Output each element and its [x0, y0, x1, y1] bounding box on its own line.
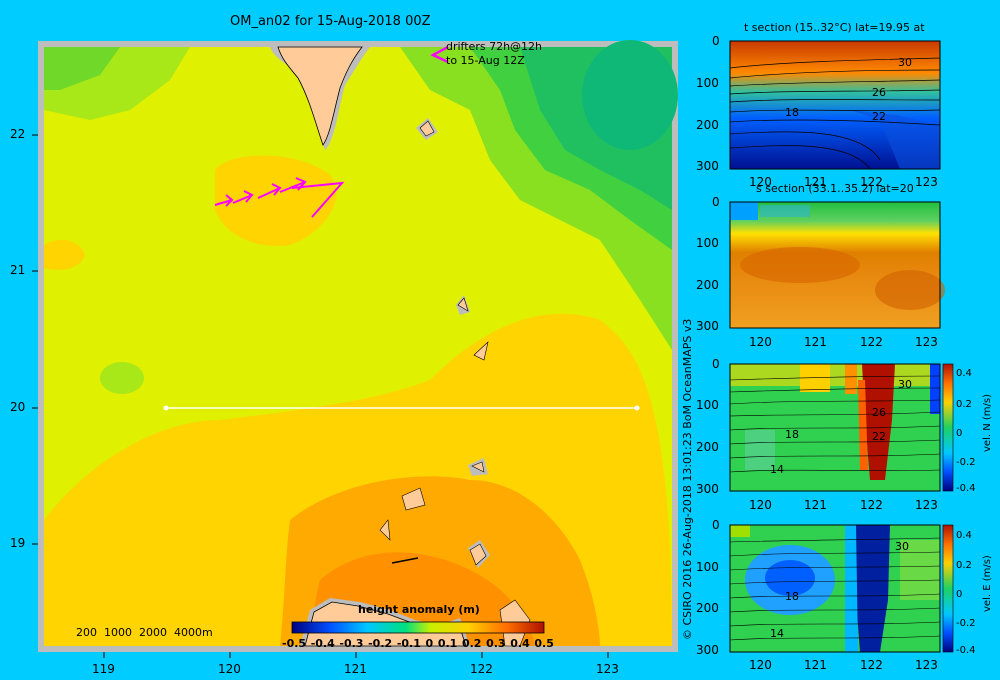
- contour-label: 22: [872, 110, 886, 123]
- cbar-tick: -0.1: [396, 637, 421, 650]
- contour-label: 30: [895, 540, 909, 553]
- ve-tick: 0.2: [956, 560, 972, 571]
- ve-tick: 0: [956, 589, 963, 600]
- p1-x: 123: [915, 175, 938, 189]
- drifters-label-1: drifters 72h@12h: [446, 40, 543, 53]
- p4-y300: 300: [696, 643, 719, 657]
- p2-y300: 300: [696, 319, 719, 333]
- p2-y200: 200: [696, 278, 719, 292]
- p3-y200: 200: [696, 440, 719, 454]
- contour-label: 22: [872, 430, 886, 443]
- colorbar-ticks: -0.5 -0.4 -0.3 -0.2 -0.1 0 0.1 0.2 0.3 0…: [282, 637, 554, 650]
- y-tick-label: 21: [10, 263, 26, 277]
- vn-tick: 0: [956, 428, 963, 439]
- cbar-tick: 0.4: [510, 637, 530, 650]
- panel-velocity-east: [729, 524, 954, 653]
- cbar-tick: 0: [425, 637, 434, 650]
- colorbar-vel-e: [942, 524, 954, 653]
- p1-x: 120: [749, 175, 772, 189]
- contour-label: 18: [785, 590, 799, 603]
- vn-tick: 0.2: [956, 399, 972, 410]
- cbar-tick: 0.1: [437, 637, 458, 650]
- panel-velocity-north: [729, 363, 954, 492]
- p3-x: 123: [915, 498, 938, 512]
- ve-tick: -0.2: [956, 618, 976, 629]
- contour-label: 14: [770, 627, 784, 640]
- p3-x: 122: [860, 498, 883, 512]
- panel-2-title: s section (33.1..35.2) lat=20: [756, 182, 914, 195]
- island-batanes: [401, 487, 426, 511]
- p4-y200: 200: [696, 601, 719, 615]
- contour-label: 18: [785, 428, 799, 441]
- drifters-label-2: to 15-Aug 12Z: [446, 54, 525, 67]
- x-tick-label: 122: [470, 662, 493, 676]
- p2-x: 122: [860, 335, 883, 349]
- p3-x: 120: [749, 498, 772, 512]
- p3-y0: 0: [712, 357, 720, 371]
- contour-label: 26: [872, 406, 886, 419]
- p2-x: 120: [749, 335, 772, 349]
- x-tick-label: 120: [218, 662, 241, 676]
- ve-label: vel. E (m/s): [982, 555, 993, 612]
- p1-y200: 200: [696, 118, 719, 132]
- colorbar-vel-n: [942, 363, 954, 492]
- ve-tick: -0.4: [956, 645, 976, 656]
- colorbar-title: height anomaly (m): [358, 603, 480, 616]
- drifter-tracks: [214, 177, 345, 218]
- y-tick-label: 19: [10, 536, 26, 550]
- depth-legend: 200 1000 2000 4000m: [76, 626, 213, 639]
- p1-y300: 300: [696, 159, 719, 173]
- p4-x: 120: [749, 658, 772, 672]
- contour-label: 30: [898, 378, 912, 391]
- x-tick-label: 121: [344, 662, 367, 676]
- panel-temperature: [729, 40, 941, 170]
- cbar-tick: 0.3: [486, 637, 506, 650]
- contour-label: 30: [898, 56, 912, 69]
- drifter-legend-icon: [430, 45, 449, 64]
- cbar-tick: -0.4: [310, 637, 335, 650]
- contour-label: 18: [785, 106, 799, 119]
- cbar-tick: -0.2: [368, 637, 393, 650]
- map-title: OM_an02 for 15-Aug-2018 00Z: [230, 14, 431, 29]
- p1-x: 122: [860, 175, 883, 189]
- panel-salinity: [729, 201, 945, 329]
- p4-x: 123: [915, 658, 938, 672]
- contour-label: 26: [872, 86, 886, 99]
- cbar-tick: -0.5: [282, 637, 307, 650]
- x-tick-label: 123: [596, 662, 619, 676]
- land-taiwan: [277, 46, 363, 146]
- vn-tick: -0.4: [956, 483, 976, 494]
- p3-y300: 300: [696, 482, 719, 496]
- p1-y0: 0: [712, 34, 720, 48]
- cbar-tick: 0.2: [461, 637, 482, 650]
- vn-label: vel. N (m/s): [982, 394, 993, 452]
- p2-y100: 100: [696, 236, 719, 250]
- p2-x: 123: [915, 335, 938, 349]
- vn-tick: 0.4: [956, 368, 972, 379]
- p3-y100: 100: [696, 398, 719, 412]
- p4-x: 122: [860, 658, 883, 672]
- contour-label: 14: [770, 463, 784, 476]
- p1-x: 121: [804, 175, 827, 189]
- p1-y100: 100: [696, 76, 719, 90]
- vn-tick: -0.2: [956, 457, 976, 468]
- p2-y0: 0: [712, 195, 720, 209]
- p4-x: 121: [804, 658, 827, 672]
- p4-y0: 0: [712, 518, 720, 532]
- height-colorbar: [291, 621, 545, 634]
- p2-x: 121: [804, 335, 827, 349]
- y-tick-label: 20: [10, 400, 26, 414]
- ve-tick: 0.4: [956, 530, 972, 541]
- cbar-tick: -0.3: [339, 637, 364, 650]
- anomaly-orange-north: [215, 155, 337, 246]
- p3-x: 121: [804, 498, 827, 512]
- cbar-tick: 0.5: [534, 637, 554, 650]
- y-tick-label: 22: [10, 127, 26, 141]
- x-tick-label: 119: [92, 662, 115, 676]
- panel-1-title: t section (15..32°C) lat=19.95 at: [744, 21, 925, 34]
- p4-y100: 100: [696, 560, 719, 574]
